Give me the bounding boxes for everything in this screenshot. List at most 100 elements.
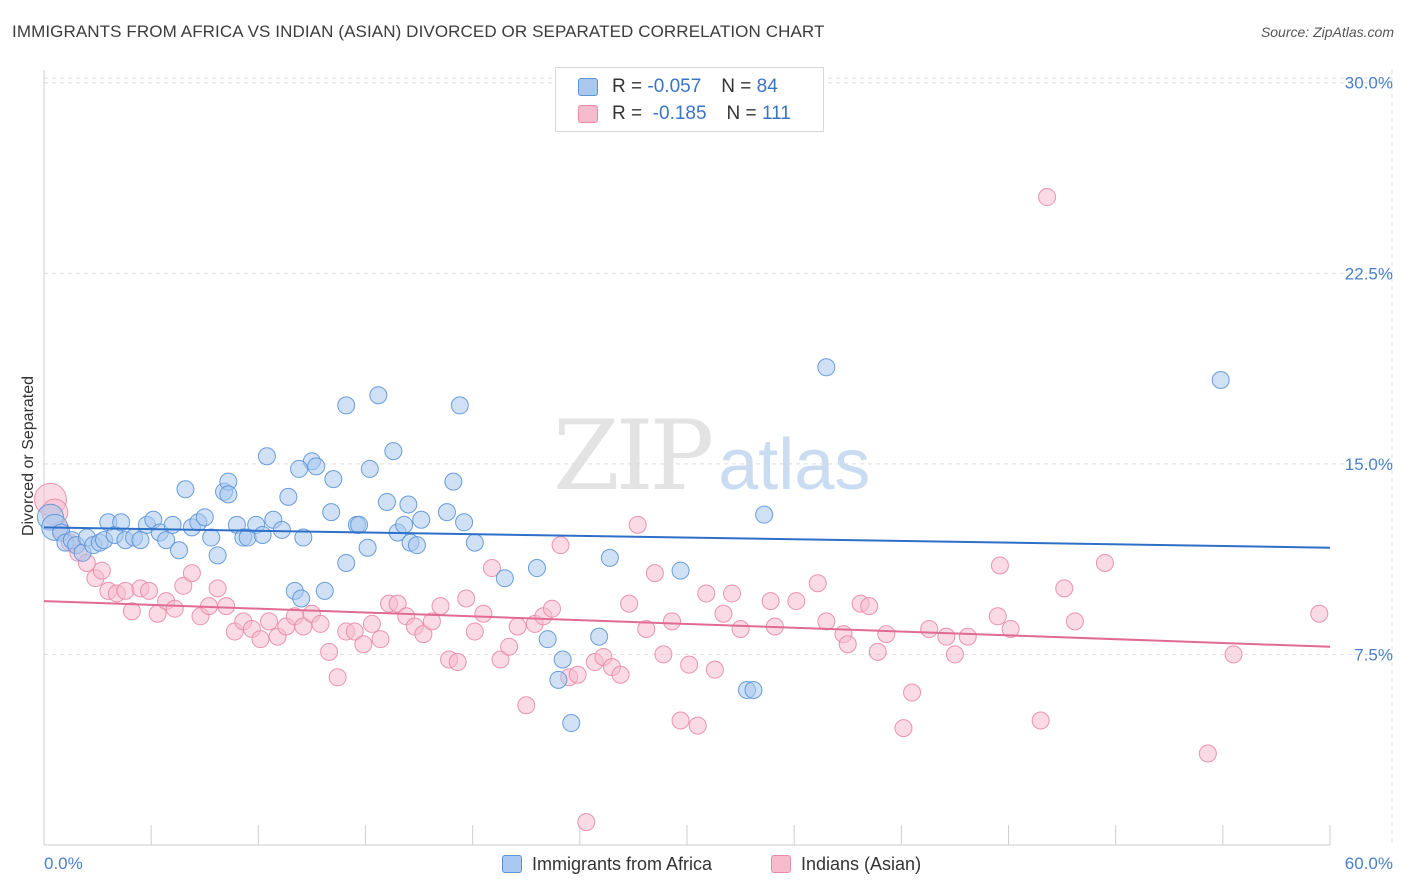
point-indian (388, 594, 407, 613)
point-africa (412, 510, 431, 529)
point-indian (260, 612, 279, 631)
point-indian (414, 625, 433, 644)
point-indian (345, 622, 364, 641)
point-indian (894, 719, 913, 738)
point-indian (251, 630, 270, 649)
chart-title: IMMIGRANTS FROM AFRICA VS INDIAN (ASIAN)… (12, 22, 825, 41)
point-indian (140, 581, 159, 600)
point-indian (174, 576, 193, 595)
legend-swatch-indian (578, 105, 598, 123)
point-africa (399, 495, 418, 514)
point-indian (958, 627, 977, 646)
point-africa (377, 492, 396, 511)
point-indian (500, 637, 519, 656)
point-indian (688, 716, 707, 735)
point-indian (637, 620, 656, 639)
point-indian (761, 592, 780, 611)
trend-lines (43, 526, 1331, 648)
point-indian (1001, 620, 1020, 639)
point-indian (431, 597, 450, 616)
point-indian (620, 594, 639, 613)
point-africa (292, 589, 311, 608)
point-indian (551, 536, 570, 555)
bottom-legend-swatch-indian (771, 855, 791, 873)
point-indian (217, 597, 236, 616)
point-indian (1198, 744, 1217, 763)
point-africa (671, 561, 690, 580)
point-indian (988, 607, 1007, 626)
point-indian (654, 645, 673, 664)
axes (43, 70, 1331, 846)
point-indian (903, 683, 922, 702)
point-indian (714, 604, 733, 623)
point-indian (1065, 612, 1084, 631)
point-indian (457, 589, 476, 608)
axis-labels: 7.5% 15.0% 22.5% 30.0% 0.0% 60.0% Divorced or … (20, 74, 1393, 873)
point-indian (697, 584, 716, 603)
legend-n-value: 84 (756, 76, 778, 97)
point-africa (369, 386, 388, 405)
point-indian (465, 622, 484, 641)
point-indian (628, 515, 647, 534)
bottom-legend-label-indian: Indians (Asian) (801, 853, 922, 874)
bottom-legend-label-africa: Immigrants from Africa (532, 853, 713, 874)
point-africa (817, 358, 836, 377)
point-indian (208, 579, 227, 598)
legend-r-label: R = (612, 76, 643, 97)
point-africa (253, 526, 272, 544)
point-indian (320, 642, 339, 661)
watermark-atlas: atlas (718, 425, 871, 505)
point-africa (272, 520, 291, 539)
point-indian (945, 645, 964, 664)
point-indian (422, 612, 441, 631)
point-africa (437, 503, 456, 522)
point-africa (163, 515, 182, 534)
x-tick-label-max: 60.0% (1345, 854, 1393, 873)
point-indian (311, 614, 330, 633)
point-indian (577, 813, 596, 832)
point-africa (279, 487, 298, 506)
point-indian (362, 614, 381, 633)
point-africa (450, 396, 469, 415)
point-africa (257, 447, 276, 466)
legend-n-value: 111 (761, 103, 791, 124)
point-indian (611, 665, 630, 684)
point-africa (307, 457, 326, 476)
point-indian (568, 665, 587, 684)
point-indian (122, 602, 141, 621)
y-axis-label: Divorced or Separated (20, 376, 37, 536)
bottom-legend-africa: Immigrants from Africa (502, 852, 712, 876)
point-africa (358, 538, 377, 557)
bottom-legend-swatch-africa (502, 855, 522, 873)
point-indian (1095, 553, 1114, 572)
legend-r-label: R = (612, 103, 643, 124)
point-indian (165, 599, 184, 618)
point-indian (817, 612, 836, 631)
point-africa (170, 541, 189, 560)
point-indian (517, 696, 536, 715)
x-tick-label-min: 0.0% (44, 854, 83, 873)
point-africa (527, 559, 546, 578)
point-africa (290, 459, 309, 478)
point-africa (322, 503, 341, 522)
point-africa (208, 546, 227, 565)
point-africa (755, 505, 774, 524)
point-africa (202, 528, 221, 547)
y-tick-label: 30.0% (1345, 74, 1393, 93)
point-africa (590, 627, 609, 646)
point-indian (491, 650, 510, 669)
point-africa (176, 480, 195, 499)
point-indian (1224, 645, 1243, 664)
point-indian (723, 584, 742, 603)
point-indian (542, 599, 561, 618)
legend-swatch-africa (578, 78, 598, 96)
legend-r-value: -0.057 (647, 76, 702, 97)
trend-line-africa (43, 526, 1331, 549)
point-africa (455, 513, 474, 532)
point-africa (744, 681, 763, 699)
bottom-legend-indian: Indians (Asian) (771, 852, 921, 876)
point-africa (395, 515, 414, 534)
point-africa (131, 531, 150, 550)
point-indian (508, 617, 527, 636)
point-indian (705, 660, 724, 679)
